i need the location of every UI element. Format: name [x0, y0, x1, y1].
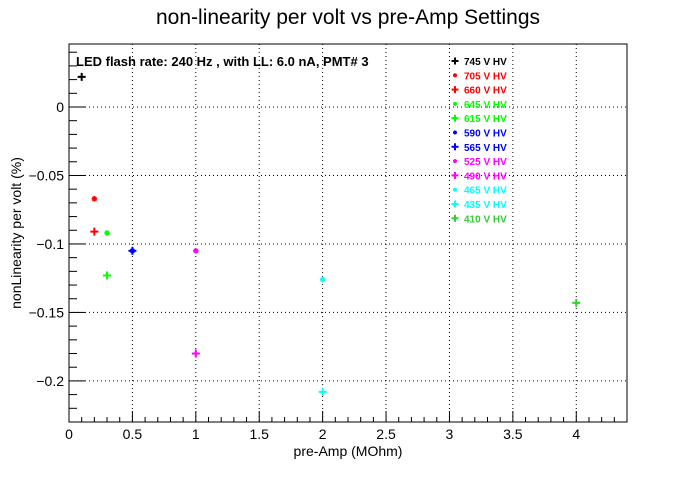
legend: 745 V HV 705 V HV 660 V HV 645 V HV 615 V HV…	[451, 57, 507, 225]
legend-label: 660 V HV	[464, 86, 507, 97]
legend-item: 615 V HV	[451, 114, 507, 125]
legend-item: 410 V HV	[451, 214, 507, 225]
data-point	[191, 349, 200, 358]
x-tick-label: 2	[319, 426, 327, 442]
y-tick-label: −0.05	[29, 167, 65, 183]
y-tick-label: −0.15	[29, 304, 65, 320]
x-tick-label: 1	[192, 426, 200, 442]
legend-marker	[453, 159, 457, 164]
legend-label: 525 V HV	[464, 157, 507, 168]
data-points	[77, 72, 581, 396]
y-tick-label: 0	[56, 99, 64, 115]
legend-label: 465 V HV	[464, 186, 507, 197]
legend-marker	[453, 73, 457, 78]
legend-label: 645 V HV	[464, 100, 507, 111]
x-tick-label: 3.5	[503, 426, 523, 442]
x-tick-label: 0	[65, 426, 73, 442]
legend-marker	[451, 114, 459, 122]
x-tick-label: 4	[572, 426, 580, 442]
legend-label: 590 V HV	[464, 129, 507, 140]
legend-marker	[451, 143, 459, 151]
legend-marker	[451, 200, 459, 208]
legend-item: 465 V HV	[453, 186, 507, 197]
x-tick-label: 1.5	[249, 426, 269, 442]
y-axis-label: nonLinearity per volt (%)	[8, 157, 24, 309]
plot-frame	[68, 43, 628, 423]
legend-marker	[451, 86, 459, 94]
legend-marker	[451, 171, 459, 179]
legend-label: 745 V HV	[464, 57, 507, 68]
legend-item: 590 V HV	[453, 129, 507, 140]
legend-item: 745 V HV	[451, 57, 507, 68]
legend-label: 435 V HV	[464, 200, 507, 211]
data-point	[90, 227, 99, 236]
data-point	[91, 195, 98, 202]
data-point	[193, 248, 199, 254]
chart-title: non-linearity per volt vs pre-Amp Settin…	[156, 6, 540, 29]
legend-marker	[451, 214, 459, 222]
legend-marker	[453, 130, 457, 135]
data-point	[104, 230, 110, 236]
data-point	[103, 271, 112, 280]
legend-label: 615 V HV	[464, 114, 507, 125]
legend-label: 490 V HV	[464, 171, 507, 182]
y-tick-label: −0.2	[36, 373, 64, 389]
x-tick-label: 0.5	[123, 426, 143, 442]
legend-item: 435 V HV	[451, 200, 507, 211]
data-point	[572, 298, 581, 307]
data-point	[318, 387, 327, 396]
plot-annotation: LED flash rate: 240 Hz , with LL: 6.0 nA…	[76, 54, 369, 69]
data-point	[128, 246, 137, 255]
legend-label: 565 V HV	[464, 143, 507, 154]
y-tick-label: −0.1	[36, 236, 64, 252]
x-tick-label: 2.5	[376, 426, 396, 442]
grid	[69, 44, 627, 422]
legend-marker	[451, 57, 459, 65]
data-point	[319, 276, 326, 283]
x-tick-label: 3	[446, 426, 454, 442]
legend-item: 660 V HV	[451, 86, 507, 97]
legend-item: 705 V HV	[453, 71, 507, 82]
x-axis-label: pre-Amp (MOhm)	[294, 443, 403, 459]
legend-marker	[453, 187, 457, 192]
legend-label: 410 V HV	[464, 214, 507, 225]
legend-item: 565 V HV	[451, 143, 507, 154]
data-point	[77, 72, 86, 81]
axis-ticks	[68, 51, 615, 423]
legend-item: 525 V HV	[453, 157, 507, 168]
legend-marker	[453, 101, 457, 106]
legend-item: 490 V HV	[451, 171, 507, 182]
legend-item: 645 V HV	[453, 100, 507, 111]
legend-label: 705 V HV	[464, 71, 507, 82]
tick-labels: 0 0.5 1 1.5 2 2.5 3 3.5 4 0 −0.05 −0.1 −0.15 −0.2	[29, 99, 581, 442]
